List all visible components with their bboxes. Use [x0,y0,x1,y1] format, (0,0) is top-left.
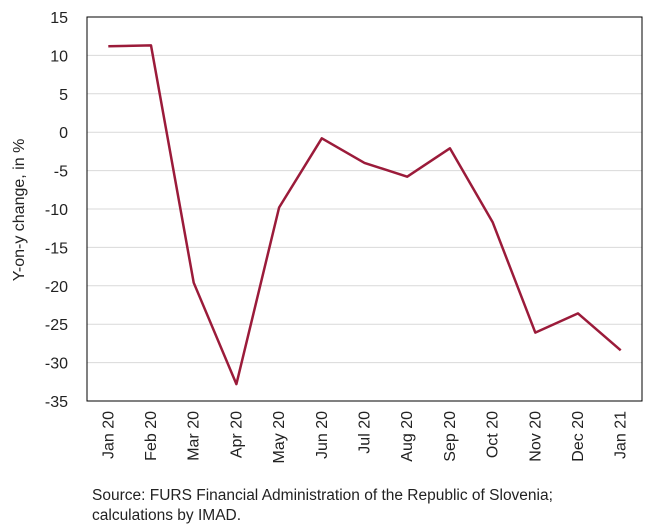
x-tick-label: Mar 20 [186,411,203,461]
y-tick-label: -5 [54,164,68,181]
y-tick-label: -35 [45,394,68,411]
source-note: Source: FURS Financial Administration of… [92,487,553,524]
plot-frame [86,16,643,402]
x-tick-label: Apr 20 [228,411,245,458]
x-tick-label: Jul 20 [357,411,374,454]
y-tick-label: -20 [45,279,68,296]
y-tick-label: -15 [45,240,68,257]
y-tick-label: -10 [45,202,68,219]
x-tick-label: Jan 20 [100,411,117,459]
x-tick-label: Dec 20 [570,411,587,462]
x-tick-labels: Jan 20 Feb 20 Mar 20 Apr 20 May 20 Jun 20 Jul … [100,411,629,464]
y-tick-label: 10 [50,48,68,65]
x-tick-label: Sep 20 [442,411,459,462]
y-axis-title: Y-on-y change, in % [11,139,28,282]
y-tick-label: 0 [59,125,68,142]
y-tick-label: 5 [59,87,68,104]
gridlines [87,54,642,364]
x-tick-label: Feb 20 [143,411,160,461]
x-tick-label: Nov 20 [527,411,544,462]
y-tick-label: -30 [45,356,68,373]
y-tick-label: 15 [50,10,68,27]
y-tick-label: -25 [45,317,68,334]
x-tick-label: Jan 21 [613,411,630,459]
y-tick-labels: 15 10 5 0 -5 -10 -15 -20 -25 -30 -35 [45,10,68,411]
x-tick-label: Aug 20 [399,411,416,462]
x-tick-label: May 20 [271,411,288,464]
x-tick-label: Jun 20 [314,411,331,459]
series-line [108,44,622,386]
x-tick-label: Oct 20 [485,411,502,458]
